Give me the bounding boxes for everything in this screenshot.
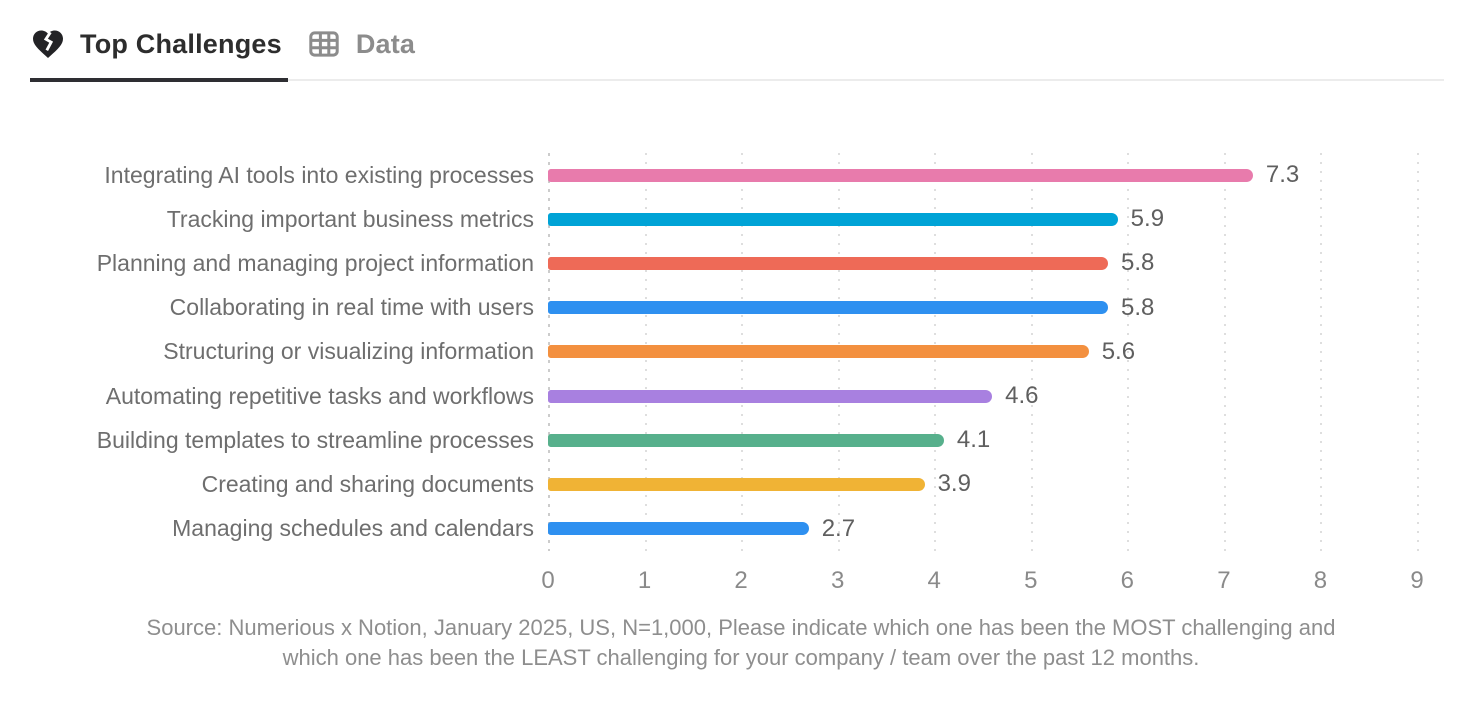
gridline xyxy=(1320,153,1323,551)
x-axis-tick: 6 xyxy=(1120,566,1135,594)
chart-row: Planning and managing project informatio… xyxy=(0,241,1482,285)
chart-row: Automating repetitive tasks and workflow… xyxy=(0,374,1482,418)
value-label: 5.8 xyxy=(1121,249,1155,277)
value-label: 4.6 xyxy=(1005,382,1039,410)
x-axis-tick: 8 xyxy=(1313,566,1328,594)
x-axis-tick: 1 xyxy=(637,566,652,594)
chart-row: Building templates to streamline process… xyxy=(0,418,1482,462)
x-axis-tick: 2 xyxy=(734,566,748,594)
bar[interactable] xyxy=(548,477,925,491)
value-label: 3.9 xyxy=(937,470,971,498)
bar-track: 3.9 xyxy=(548,470,1417,498)
value-label: 4.1 xyxy=(956,426,991,454)
chart-row: Structuring or visualizing information 5.… xyxy=(0,330,1482,374)
x-axis-tick: 7 xyxy=(1217,566,1231,594)
table-icon xyxy=(306,26,342,62)
category-label: Tracking important business metrics xyxy=(166,205,534,232)
category-label: Planning and managing project informatio… xyxy=(96,249,534,276)
value-label: 5.8 xyxy=(1121,293,1155,321)
x-axis-tick: 3 xyxy=(830,566,845,594)
x-axis: 0 1 2 3 4 5 6 7 8 9 xyxy=(541,551,1423,597)
chart-row: Collaborating in real time with users 5.8 xyxy=(0,286,1482,330)
bar-track: 5.6 xyxy=(548,338,1417,366)
chart-row: Creating and sharing documents 3.9 xyxy=(0,462,1482,506)
chart-rows: Integrating AI tools into existing proce… xyxy=(0,153,1482,551)
gridline xyxy=(1127,153,1130,551)
category-label: Collaborating in real time with users xyxy=(169,294,534,321)
bar-track: 4.6 xyxy=(548,382,1417,410)
chart-row: Managing schedules and calendars 2.7 xyxy=(0,507,1482,551)
tab-data[interactable]: Data xyxy=(306,26,421,82)
tab-bar: Top Challenges Data xyxy=(30,0,1444,82)
gridline xyxy=(1223,153,1226,551)
bar-track: 5.8 xyxy=(548,249,1417,277)
category-label: Managing schedules and calendars xyxy=(172,515,534,542)
source-line-1: Source: Numerious x Notion, January 2025… xyxy=(146,614,1336,640)
x-axis-tick: 9 xyxy=(1410,566,1424,594)
bar[interactable] xyxy=(548,168,1253,182)
tab-data-label: Data xyxy=(355,28,416,59)
tab-top-challenges[interactable]: Top Challenges xyxy=(30,26,288,82)
bar[interactable] xyxy=(548,256,1109,270)
value-label: 7.3 xyxy=(1265,161,1300,189)
value-label: 5.6 xyxy=(1101,337,1136,365)
value-label: 2.7 xyxy=(821,514,856,542)
x-axis-tick: 0 xyxy=(541,566,555,594)
category-label: Automating repetitive tasks and workflow… xyxy=(105,382,534,409)
bar[interactable] xyxy=(548,433,944,447)
broken-heart-icon xyxy=(30,26,66,62)
category-label: Building templates to streamline process… xyxy=(96,426,534,453)
category-label: Creating and sharing documents xyxy=(201,470,534,497)
bar-track: 5.9 xyxy=(548,205,1417,233)
x-axis-tick: 5 xyxy=(1024,566,1038,594)
source-note: Source: Numerious x Notion, January 2025… xyxy=(0,613,1482,673)
bar[interactable] xyxy=(548,389,993,403)
category-label: Structuring or visualizing information xyxy=(163,338,534,365)
chart-row: Tracking important business metrics 5.9 xyxy=(0,197,1482,241)
gridline xyxy=(1417,153,1419,551)
bar[interactable] xyxy=(548,522,809,536)
source-line-2: which one has been the LEAST challenging… xyxy=(282,644,1200,670)
value-label: 5.9 xyxy=(1130,205,1165,233)
bar-track: 7.3 xyxy=(548,161,1417,189)
bar-track: 5.8 xyxy=(548,294,1417,322)
bar-chart: Integrating AI tools into existing proce… xyxy=(0,153,1482,597)
bar[interactable] xyxy=(548,345,1089,359)
chart-row: Integrating AI tools into existing proce… xyxy=(0,153,1482,197)
tab-top-challenges-label: Top Challenges xyxy=(80,28,282,59)
x-axis-tick: 4 xyxy=(927,566,941,594)
category-label: Integrating AI tools into existing proce… xyxy=(104,161,534,188)
bar[interactable] xyxy=(548,212,1118,226)
bar[interactable] xyxy=(548,301,1109,315)
bar-track: 4.1 xyxy=(548,426,1417,454)
bar-track: 2.7 xyxy=(548,515,1417,543)
